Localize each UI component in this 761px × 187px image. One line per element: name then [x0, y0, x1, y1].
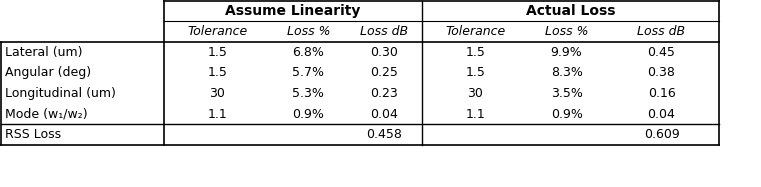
- Text: 1.5: 1.5: [466, 66, 486, 79]
- Text: 1.5: 1.5: [207, 46, 227, 59]
- Text: 0.23: 0.23: [371, 87, 398, 100]
- Text: 9.9%: 9.9%: [551, 46, 582, 59]
- Text: 6.8%: 6.8%: [292, 46, 324, 59]
- Text: 0.04: 0.04: [371, 108, 398, 121]
- Text: 1.1: 1.1: [466, 108, 486, 121]
- Text: 30: 30: [209, 87, 225, 100]
- Text: 0.25: 0.25: [371, 66, 398, 79]
- Text: Assume Linearity: Assume Linearity: [225, 4, 361, 18]
- Text: 30: 30: [467, 87, 483, 100]
- Text: 0.38: 0.38: [648, 66, 676, 79]
- Text: 0.9%: 0.9%: [551, 108, 582, 121]
- Text: 0.16: 0.16: [648, 87, 676, 100]
- Text: Loss dB: Loss dB: [360, 25, 409, 38]
- Text: 0.609: 0.609: [644, 128, 680, 141]
- Text: 1.5: 1.5: [207, 66, 227, 79]
- Text: 0.9%: 0.9%: [292, 108, 324, 121]
- Text: 0.45: 0.45: [648, 46, 676, 59]
- Text: 0.30: 0.30: [371, 46, 398, 59]
- Text: Tolerance: Tolerance: [187, 25, 247, 38]
- Text: Loss dB: Loss dB: [638, 25, 686, 38]
- Text: Longitudinal (um): Longitudinal (um): [5, 87, 116, 100]
- Text: 1.1: 1.1: [207, 108, 227, 121]
- Text: 1.5: 1.5: [466, 46, 486, 59]
- Text: 0.458: 0.458: [366, 128, 403, 141]
- Text: 3.5%: 3.5%: [551, 87, 582, 100]
- Text: Loss %: Loss %: [545, 25, 588, 38]
- Text: 5.7%: 5.7%: [292, 66, 324, 79]
- Text: Angular (deg): Angular (deg): [5, 66, 91, 79]
- Text: Loss %: Loss %: [287, 25, 330, 38]
- Text: Actual Loss: Actual Loss: [526, 4, 615, 18]
- Text: Tolerance: Tolerance: [445, 25, 505, 38]
- Text: 8.3%: 8.3%: [551, 66, 582, 79]
- Text: 0.04: 0.04: [648, 108, 676, 121]
- Text: 5.3%: 5.3%: [292, 87, 324, 100]
- Text: Mode (w₁/w₂): Mode (w₁/w₂): [5, 108, 88, 121]
- Text: Lateral (um): Lateral (um): [5, 46, 83, 59]
- Text: RSS Loss: RSS Loss: [5, 128, 62, 141]
